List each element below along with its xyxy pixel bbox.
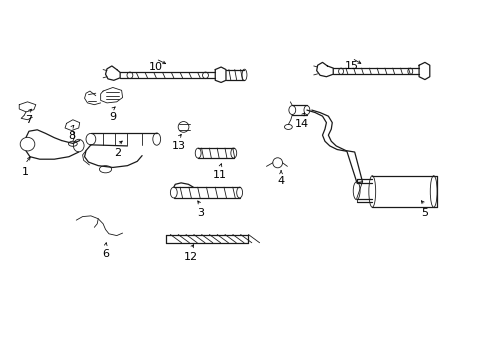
Text: 8: 8 — [68, 131, 75, 141]
Text: 13: 13 — [171, 140, 185, 150]
Text: 5: 5 — [421, 208, 427, 218]
Text: 7: 7 — [25, 115, 33, 125]
Text: 11: 11 — [213, 170, 226, 180]
Text: 15: 15 — [344, 61, 358, 71]
Text: 14: 14 — [294, 119, 308, 129]
Text: 10: 10 — [148, 62, 163, 72]
Text: 4: 4 — [277, 176, 284, 186]
Text: 2: 2 — [114, 148, 121, 158]
Text: 6: 6 — [102, 249, 109, 259]
Text: 3: 3 — [197, 208, 203, 218]
Text: 1: 1 — [21, 167, 28, 177]
Text: 12: 12 — [183, 252, 198, 262]
Text: 9: 9 — [109, 112, 116, 122]
